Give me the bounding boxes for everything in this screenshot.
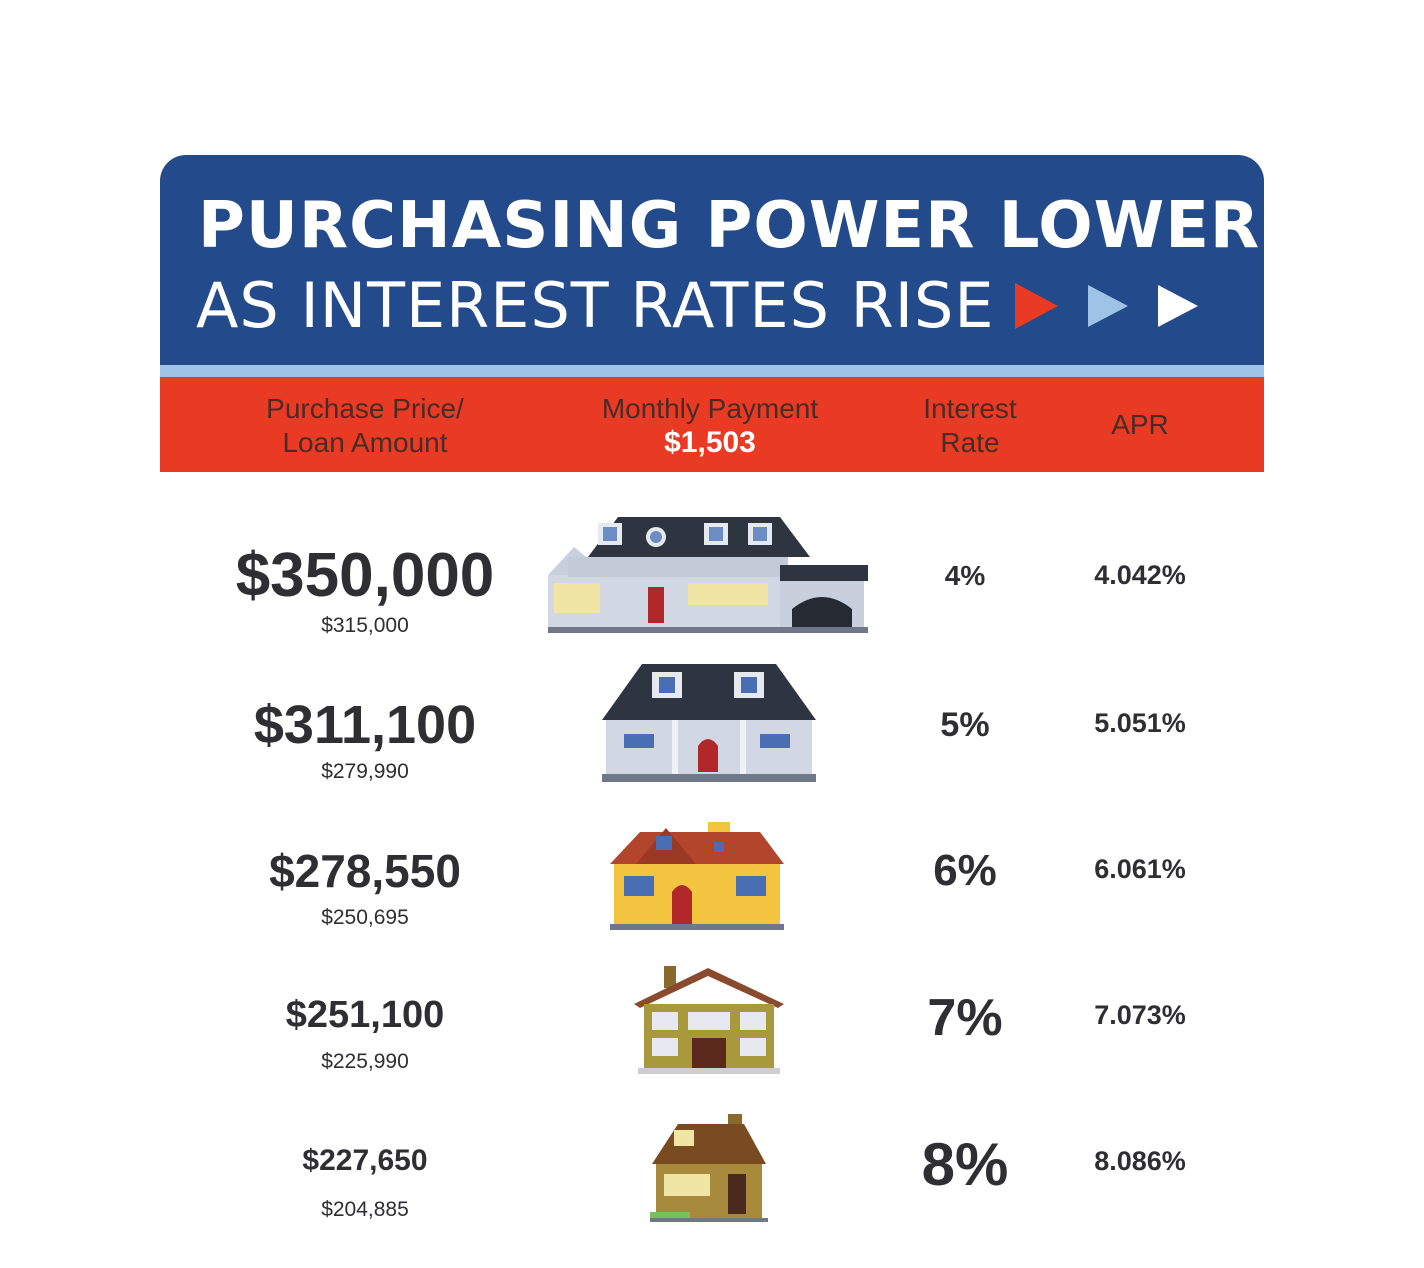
header-payment-value: $1,503 [664,426,756,459]
header-price-label-2: Loan Amount [282,427,448,458]
header-interest-rate: Interest Rate [890,392,1050,460]
title-line-1: PURCHASING POWER LOWERS [198,189,1308,263]
purchase-price: $311,100 [253,695,477,755]
small-cottage-icon [650,1114,768,1222]
yellow-house-icon [610,822,784,930]
loan-amount: $204,885 [321,1198,409,1221]
purchase-price: $227,650 [302,1144,428,1177]
apr-value: 5.051% [1094,708,1186,738]
header-purchase-price: Purchase Price/ Loan Amount [230,392,500,460]
header-rate-label-2: Rate [940,427,1000,458]
divider-strip [160,365,1264,377]
interest-rate: 4% [944,560,986,591]
purchase-price: $278,550 [269,845,461,897]
light-blue-arrow-icon [1088,285,1128,327]
interest-rate: 5% [940,706,990,744]
header-payment-label: Monthly Payment [601,393,819,424]
large-house-with-garage-icon [548,517,868,633]
header-apr: APR [1111,409,1169,440]
triangle-arrows-icon [1015,283,1198,329]
interest-rate: 7% [927,989,1003,1047]
column-header-bar [160,377,1264,472]
colonial-house-icon [602,664,816,782]
apr-value: 6.061% [1094,854,1186,884]
loan-amount: $250,695 [321,906,409,929]
header-price-label-1: Purchase Price/ [266,393,464,424]
apr-value: 4.042% [1094,560,1186,590]
olive-house-icon [634,966,784,1074]
interest-rate: 6% [933,846,997,895]
loan-amount: $315,000 [321,614,409,637]
interest-rate: 8% [921,1131,1009,1198]
purchase-price: $350,000 [235,541,495,610]
apr-value: 7.073% [1094,1000,1186,1030]
header-rate-label-1: Interest [923,393,1017,424]
header-monthly-payment: Monthly Payment $1,503 [570,392,850,460]
title-line-2: AS INTEREST RATES RISE [196,269,995,342]
loan-amount: $225,990 [321,1050,409,1073]
loan-amount: $279,990 [321,760,409,783]
apr-value: 8.086% [1094,1146,1186,1176]
red-arrow-icon [1015,283,1058,329]
title-banner: PURCHASING POWER LOWERS AS INTEREST RATE… [160,155,1306,365]
purchase-price: $251,100 [285,994,445,1036]
white-arrow-icon [1158,285,1198,327]
